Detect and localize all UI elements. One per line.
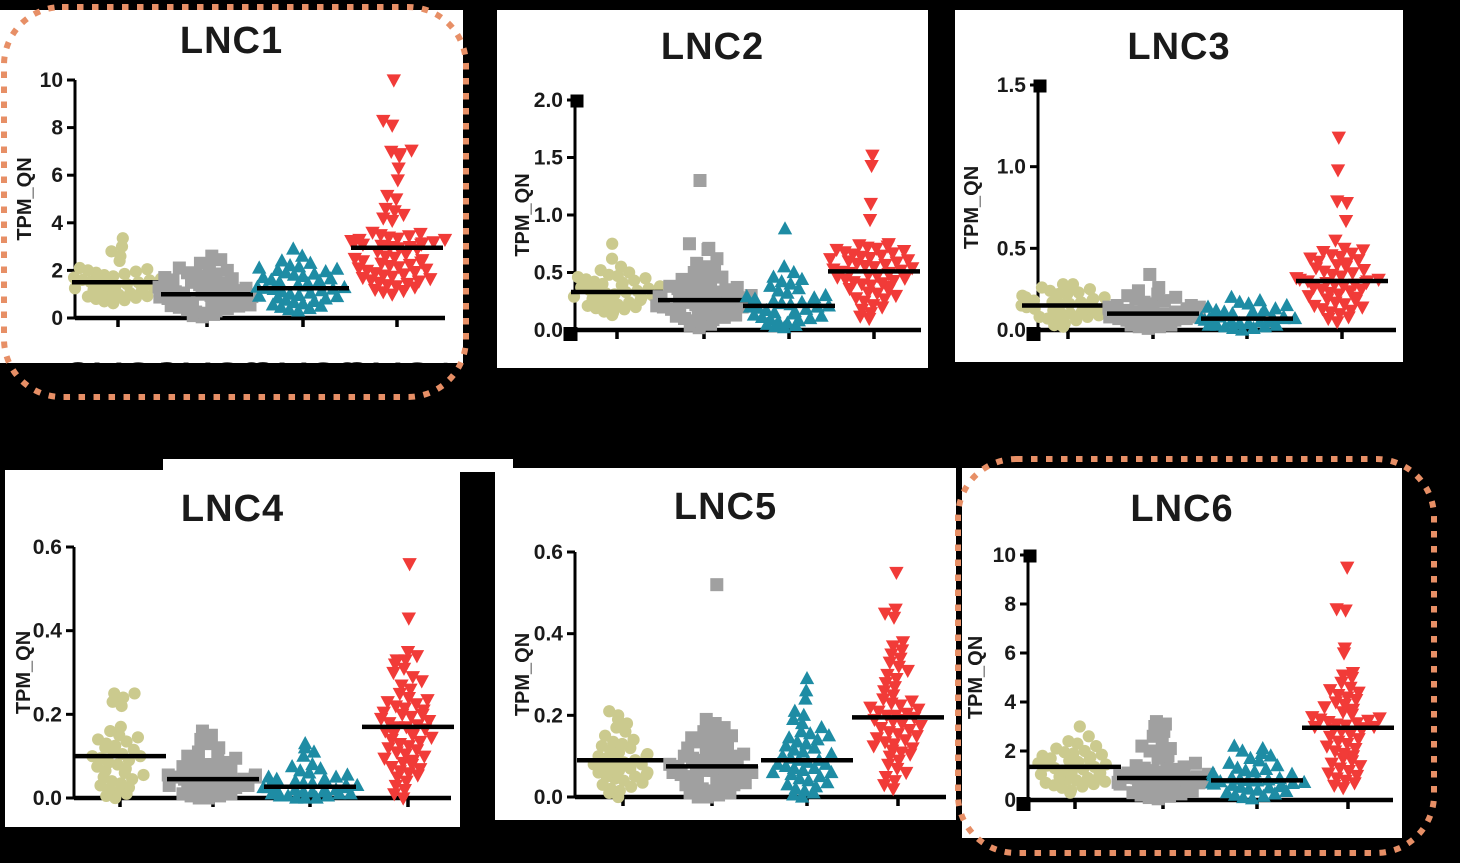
- svg-text:0.4: 0.4: [33, 620, 63, 643]
- x-category-label: CMS2: [1097, 358, 1208, 362]
- svg-text:4: 4: [51, 212, 63, 235]
- svg-text:8: 8: [1004, 593, 1016, 616]
- svg-text:TPM_QN: TPM_QN: [965, 636, 987, 719]
- x-category-label: CMS4: [341, 355, 452, 363]
- x-category-label: CMS4: [1286, 358, 1397, 362]
- panel-title-lnc3: LNC3: [1127, 26, 1231, 68]
- scatter-plot-lnc2: 0.0 0.5 1.0 1.5 2.0 TPM_QN CMS1CMS2CMS3CMS4: [512, 89, 928, 368]
- x-category-label: CMS1: [561, 367, 672, 368]
- x-category-label: CMS2: [151, 355, 262, 363]
- svg-text:TPM_QN: TPM_QN: [512, 633, 534, 716]
- svg-text:0.0: 0.0: [534, 319, 563, 342]
- svg-text:2.0: 2.0: [534, 89, 563, 112]
- svg-text:0.6: 0.6: [534, 541, 563, 564]
- svg-text:0.2: 0.2: [33, 703, 62, 726]
- x-category-label: CMS4: [818, 367, 928, 368]
- svg-text:2: 2: [51, 259, 63, 282]
- svg-text:6: 6: [51, 164, 63, 187]
- svg-text:0.0: 0.0: [534, 786, 563, 809]
- svg-text:0.2: 0.2: [534, 704, 563, 727]
- svg-text:8: 8: [51, 117, 63, 140]
- svg-text:0.5: 0.5: [534, 262, 564, 285]
- panel-lnc4: LNC4 0.0 0.2 0.4 0.6 TPM_QN CMS1CMS2CMS3CMS4: [5, 470, 460, 827]
- svg-text:TPM_QN: TPM_QN: [961, 166, 983, 249]
- x-category-label: CMS2: [157, 823, 268, 827]
- svg-text:0.6: 0.6: [33, 536, 62, 559]
- svg-text:6: 6: [1004, 642, 1016, 665]
- x-category-label: CMS3: [733, 367, 844, 368]
- svg-text:2: 2: [1004, 740, 1016, 763]
- panel-lnc2: LNC2 0.0 0.5 1.0 1.5 2.0 TPM_QN CMS1CMS2CMS3CM…: [497, 10, 928, 368]
- x-category-label: CMS1: [64, 823, 175, 827]
- svg-text:1.5: 1.5: [997, 74, 1027, 97]
- panel-notch-strip: [163, 459, 513, 472]
- svg-text:TPM_QN: TPM_QN: [512, 173, 534, 256]
- x-category-label: CMS3: [1191, 358, 1302, 362]
- svg-text:0.0: 0.0: [997, 319, 1026, 342]
- svg-text:0.4: 0.4: [534, 623, 564, 646]
- x-category-label: CMS3: [254, 823, 365, 827]
- svg-text:TPM_QN: TPM_QN: [13, 631, 35, 714]
- x-category-label: CMS1: [1012, 358, 1123, 362]
- x-category-label: CMS2: [648, 367, 759, 368]
- scatter-plot-lnc4: 0.0 0.2 0.4 0.6 TPM_QN CMS1CMS2CMS3CMS4: [13, 536, 460, 827]
- svg-text:0.0: 0.0: [33, 787, 62, 810]
- panel-title-lnc4: LNC4: [180, 488, 285, 530]
- panel-title-lnc2: LNC2: [660, 26, 765, 68]
- svg-text:TPM_QN: TPM_QN: [14, 157, 36, 240]
- x-category-label: CMS4: [1292, 837, 1402, 838]
- x-category-label: CMS4: [352, 823, 460, 827]
- panel-lnc3: LNC3 0.0 0.5 1.0 1.5 TPM_QN CMS1CMS2CMS3CMS4: [955, 10, 1403, 362]
- panel-title-lnc5: LNC5: [673, 486, 778, 528]
- svg-text:0: 0: [1004, 789, 1016, 812]
- svg-text:1.0: 1.0: [534, 204, 563, 227]
- svg-text:0: 0: [51, 307, 63, 330]
- svg-text:10: 10: [993, 544, 1016, 567]
- svg-text:1.5: 1.5: [534, 147, 564, 170]
- svg-text:10: 10: [40, 69, 63, 92]
- svg-text:4: 4: [1004, 691, 1016, 714]
- scatter-plot-lnc3: 0.0 0.5 1.0 1.5 TPM_QN CMS1CMS2CMS3CMS4: [961, 74, 1398, 362]
- svg-text:1.0: 1.0: [997, 156, 1026, 179]
- svg-text:0.5: 0.5: [997, 237, 1027, 260]
